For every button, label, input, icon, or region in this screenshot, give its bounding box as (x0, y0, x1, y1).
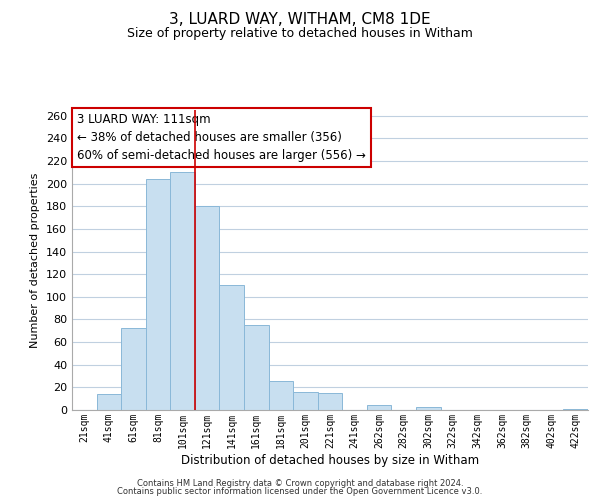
Bar (563, 409, 588, 410)
Bar (269, 380, 293, 410)
Text: Contains HM Land Registry data © Crown copyright and database right 2024.: Contains HM Land Registry data © Crown c… (137, 478, 463, 488)
Bar (416, 406, 440, 410)
Bar (121, 328, 146, 410)
Bar (244, 325, 269, 410)
Bar (367, 406, 391, 410)
Bar (195, 206, 220, 410)
Bar (97, 394, 121, 410)
Text: 3 LUARD WAY: 111sqm
← 38% of detached houses are smaller (356)
60% of semi-detac: 3 LUARD WAY: 111sqm ← 38% of detached ho… (77, 113, 366, 162)
Text: Size of property relative to detached houses in Witham: Size of property relative to detached ho… (127, 28, 473, 40)
Bar (220, 286, 244, 410)
Text: 3, LUARD WAY, WITHAM, CM8 1DE: 3, LUARD WAY, WITHAM, CM8 1DE (169, 12, 431, 28)
Bar (293, 392, 318, 410)
Bar (146, 179, 170, 410)
Y-axis label: Number of detached properties: Number of detached properties (31, 172, 40, 348)
Bar (170, 172, 195, 410)
Bar (318, 393, 342, 410)
Text: Contains public sector information licensed under the Open Government Licence v3: Contains public sector information licen… (118, 487, 482, 496)
X-axis label: Distribution of detached houses by size in Witham: Distribution of detached houses by size … (181, 454, 479, 466)
